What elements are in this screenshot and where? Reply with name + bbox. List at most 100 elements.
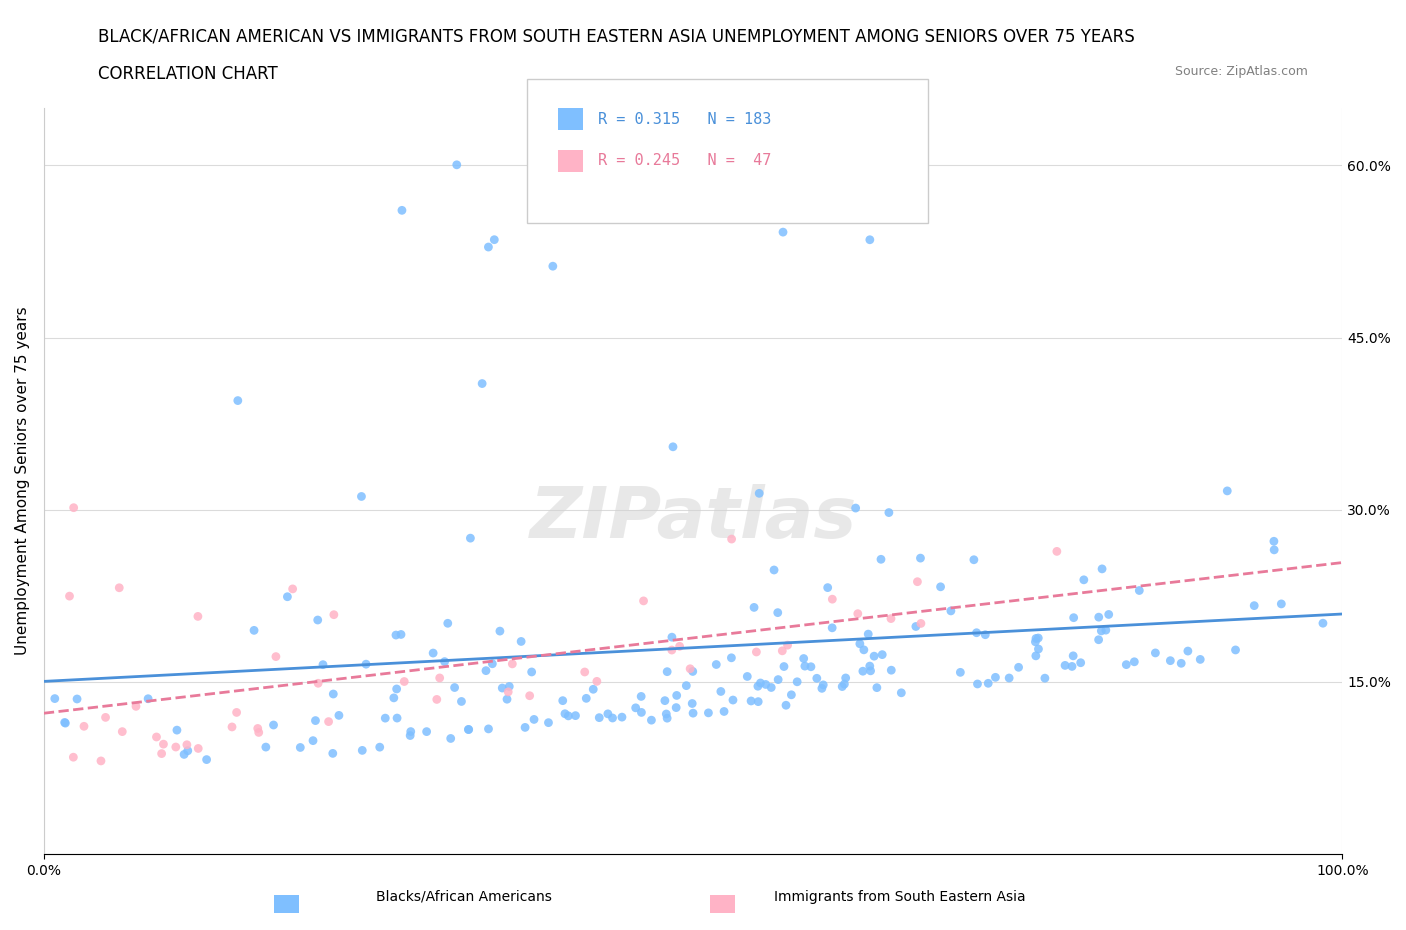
Point xyxy=(763,563,786,578)
Point xyxy=(586,674,609,689)
Point xyxy=(501,657,523,671)
Point xyxy=(859,658,882,673)
Point xyxy=(747,694,769,709)
Point xyxy=(661,643,683,658)
Point xyxy=(720,650,742,665)
Point xyxy=(496,684,519,699)
Point xyxy=(772,225,794,240)
Text: Blacks/African Americans: Blacks/African Americans xyxy=(375,890,553,904)
Point xyxy=(770,644,793,658)
Point xyxy=(742,600,765,615)
Point xyxy=(1060,659,1083,674)
Point xyxy=(433,654,456,669)
Point xyxy=(53,715,76,730)
Point xyxy=(187,741,209,756)
Point xyxy=(1087,632,1109,647)
Point xyxy=(225,705,247,720)
Point xyxy=(322,607,344,622)
Point xyxy=(984,670,1007,684)
Point xyxy=(385,711,408,725)
Point xyxy=(498,679,520,694)
Point xyxy=(1170,656,1192,671)
Point xyxy=(1025,631,1047,646)
Point xyxy=(187,609,209,624)
Point xyxy=(682,664,704,679)
Point xyxy=(440,731,463,746)
Point xyxy=(537,715,560,730)
Point xyxy=(436,616,458,631)
Point xyxy=(399,728,422,743)
Point xyxy=(849,636,872,651)
Point xyxy=(243,623,266,638)
Point xyxy=(859,232,882,247)
Point xyxy=(776,638,799,653)
Point xyxy=(747,679,769,694)
Point xyxy=(813,677,835,692)
Point xyxy=(1243,598,1265,613)
Point xyxy=(1095,623,1118,638)
Point xyxy=(1216,484,1239,498)
Point xyxy=(766,605,789,620)
Point xyxy=(721,693,744,708)
Point xyxy=(852,643,875,658)
Point xyxy=(477,722,499,737)
Point xyxy=(150,746,173,761)
Point xyxy=(523,712,546,727)
Point xyxy=(489,624,512,639)
Point xyxy=(111,724,134,739)
Point xyxy=(806,671,828,685)
Point xyxy=(681,696,703,711)
Point xyxy=(352,743,374,758)
Point xyxy=(1263,534,1285,549)
Text: Source: ZipAtlas.com: Source: ZipAtlas.com xyxy=(1174,65,1308,78)
Point xyxy=(877,505,900,520)
Point xyxy=(246,721,269,736)
Text: BLACK/AFRICAN AMERICAN VS IMMIGRANTS FROM SOUTH EASTERN ASIA UNEMPLOYMENT AMONG : BLACK/AFRICAN AMERICAN VS IMMIGRANTS FRO… xyxy=(98,28,1135,46)
Point xyxy=(657,711,679,725)
Point xyxy=(852,664,875,679)
Point xyxy=(866,680,889,695)
Point xyxy=(281,581,304,596)
Point xyxy=(491,681,513,696)
Point xyxy=(907,574,929,589)
Point xyxy=(661,630,683,644)
Point xyxy=(541,259,564,273)
Point xyxy=(610,710,633,724)
Point xyxy=(775,698,797,712)
Point xyxy=(62,750,84,764)
Point xyxy=(786,674,808,689)
Point xyxy=(630,689,652,704)
Point xyxy=(374,711,396,725)
Point xyxy=(910,551,932,565)
Point xyxy=(1128,583,1150,598)
Text: CORRELATION CHART: CORRELATION CHART xyxy=(98,65,278,83)
Point xyxy=(304,713,326,728)
Point xyxy=(385,682,408,697)
Point xyxy=(1007,660,1029,675)
Point xyxy=(834,671,856,685)
Point xyxy=(429,671,451,685)
Point xyxy=(519,688,541,703)
Point xyxy=(1046,544,1069,559)
Point xyxy=(939,604,962,618)
Point xyxy=(949,665,972,680)
Point xyxy=(450,694,472,709)
Point xyxy=(247,725,270,740)
Point xyxy=(368,739,391,754)
Point xyxy=(312,658,335,672)
Point xyxy=(665,688,688,703)
Point xyxy=(817,580,839,595)
Point xyxy=(863,649,886,664)
Point xyxy=(1123,655,1146,670)
Point xyxy=(773,659,796,674)
Point xyxy=(657,664,679,679)
Point xyxy=(557,709,579,724)
Point xyxy=(1026,631,1049,645)
Point xyxy=(264,649,287,664)
Point xyxy=(704,658,727,672)
Point xyxy=(166,723,188,737)
Point xyxy=(389,627,412,642)
Point xyxy=(831,679,853,694)
Point xyxy=(1025,648,1047,663)
Point xyxy=(391,203,413,218)
